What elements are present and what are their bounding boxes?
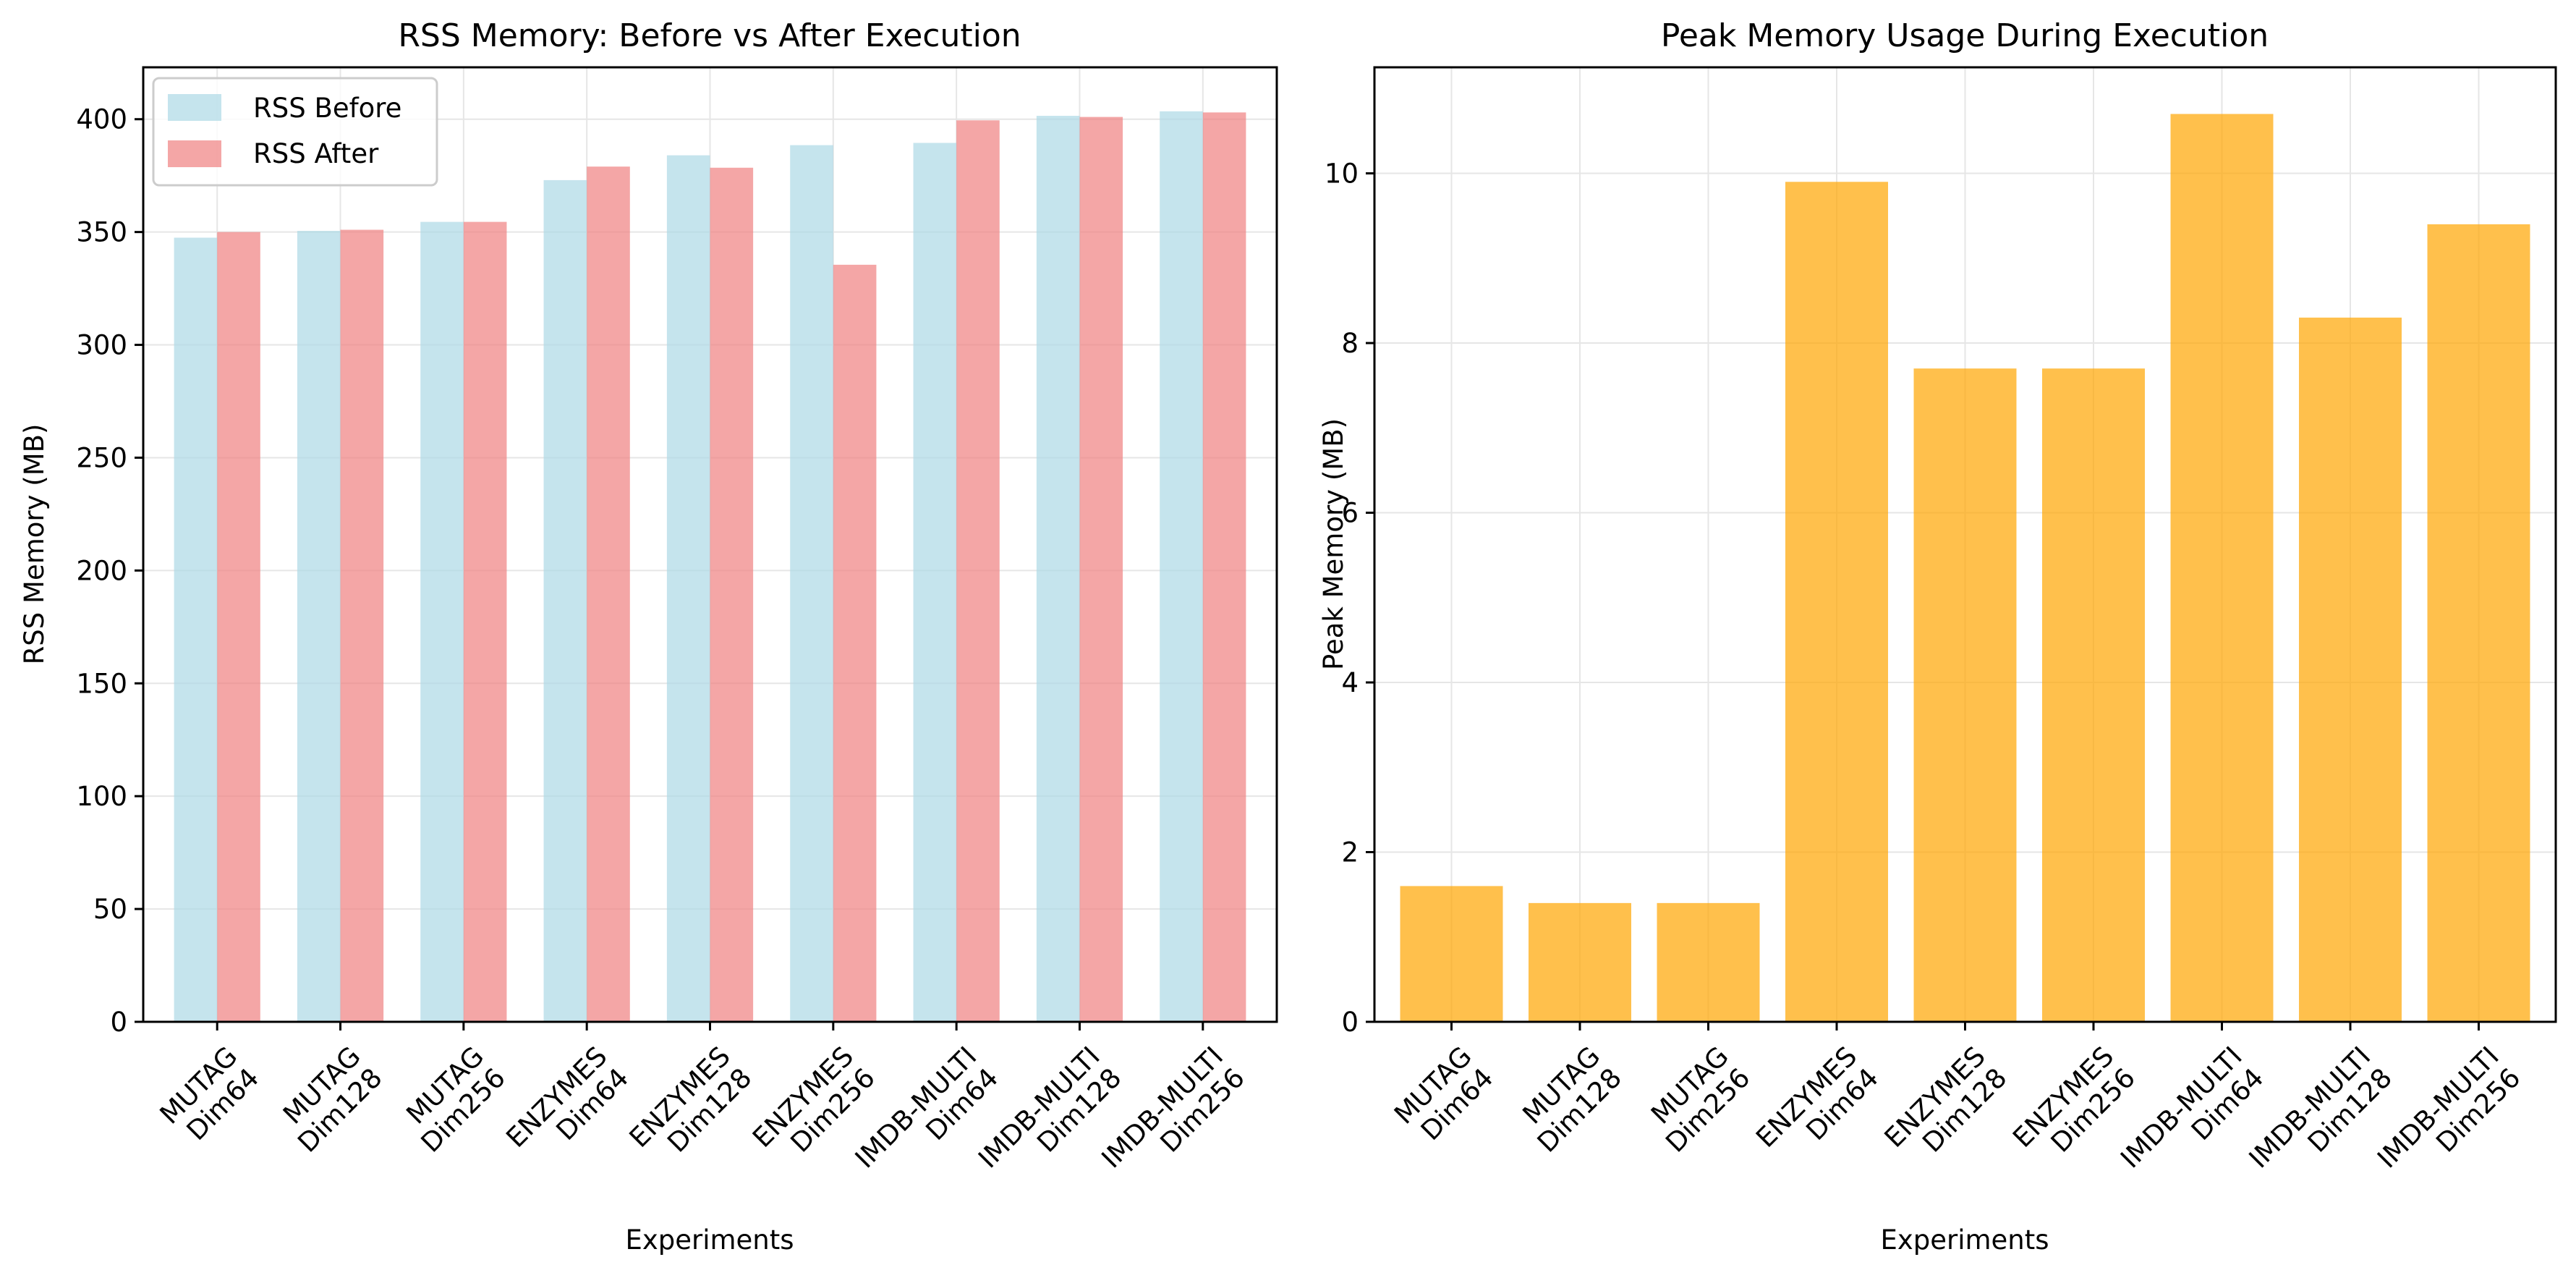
- peak-y-tick-label: 6: [1341, 498, 1359, 529]
- rss-y-axis-label: RSS Memory (MB): [19, 424, 50, 665]
- rss-y-tick-label: 400: [76, 104, 127, 135]
- rss-y-tick-label: 150: [76, 668, 127, 699]
- peak-y-tick-label: 4: [1341, 667, 1359, 698]
- rss-bar-rss-before-imdb-multi-dim256: [1160, 111, 1203, 1023]
- rss-y-tick-label: 300: [76, 330, 127, 361]
- rss-y-tick-label: 50: [93, 894, 127, 925]
- legend-label-rss-before: RSS Before: [253, 93, 401, 124]
- peak-y-axis-label: Peak Memory (MB): [1318, 418, 1349, 670]
- rss-bar-rss-before-imdb-multi-dim128: [1036, 116, 1080, 1022]
- rss-bar-rss-after-imdb-multi-dim128: [1079, 117, 1123, 1023]
- peak-bar-value-enzymes-dim64: [1785, 182, 1888, 1022]
- peak-x-axis-label: Experiments: [1880, 1224, 2049, 1256]
- rss-y-tick-label: 200: [76, 555, 127, 586]
- rss-bar-rss-after-enzymes-dim128: [710, 167, 754, 1023]
- rss-y-tick-label: 0: [110, 1007, 127, 1038]
- rss-bar-rss-before-enzymes-dim256: [790, 145, 833, 1023]
- peak-bar-value-enzymes-dim256: [2042, 368, 2145, 1022]
- rss-bar-rss-after-enzymes-dim256: [833, 264, 877, 1023]
- peak-y-tick-label: 8: [1341, 328, 1359, 359]
- rss-y-tick-label: 350: [76, 217, 127, 248]
- legend-swatch-rss-before: [168, 94, 221, 121]
- rss-bar-rss-after-imdb-multi-dim256: [1202, 112, 1246, 1023]
- rss-x-axis-label: Experiments: [625, 1224, 794, 1256]
- legend-label-rss-after: RSS After: [253, 138, 379, 169]
- peak-y-tick-label: 0: [1341, 1007, 1359, 1038]
- rss-legend: RSS Before RSS After: [152, 77, 438, 187]
- rss-bar-rss-after-mutag-dim128: [340, 229, 384, 1023]
- rss-bar-rss-after-mutag-dim64: [217, 232, 260, 1022]
- rss-bars: [174, 111, 1246, 1023]
- peak-bar-value-imdb-multi-dim64: [2170, 114, 2274, 1022]
- peak-bar-value-mutag-dim64: [1400, 886, 1503, 1022]
- rss-bar-rss-before-imdb-multi-dim64: [913, 143, 957, 1022]
- peak-bar-value-mutag-dim256: [1657, 902, 1760, 1022]
- peak-bar-value-enzymes-dim128: [1913, 368, 2017, 1022]
- peak-y-tick-label: 10: [1325, 158, 1359, 190]
- legend-frame: [152, 77, 438, 187]
- peak-bar-value-imdb-multi-dim128: [2299, 317, 2402, 1023]
- peak-bar-value-imdb-multi-dim256: [2427, 224, 2530, 1022]
- rss-bar-rss-after-enzymes-dim64: [587, 166, 630, 1023]
- rss-y-tick-label: 100: [76, 781, 127, 812]
- rss-bar-rss-after-imdb-multi-dim64: [956, 120, 1000, 1022]
- peak-chart-title: Peak Memory Usage During Execution: [1661, 17, 2269, 54]
- rss-y-tick-label: 250: [76, 442, 127, 473]
- peak-bar-value-mutag-dim128: [1529, 902, 1631, 1022]
- legend-swatch-rss-after: [168, 140, 221, 167]
- peak-y-tick-label: 2: [1341, 837, 1359, 868]
- rss-bar-rss-before-enzymes-dim128: [666, 155, 710, 1023]
- rss-bar-rss-before-mutag-dim256: [420, 221, 464, 1022]
- rss-bar-rss-before-mutag-dim64: [174, 237, 218, 1023]
- rss-bar-rss-before-enzymes-dim64: [543, 179, 587, 1023]
- rss-bar-rss-before-mutag-dim128: [297, 231, 341, 1023]
- rss-chart-title: RSS Memory: Before vs After Execution: [398, 17, 1021, 54]
- peak-bars: [1400, 114, 2530, 1023]
- rss-bar-rss-after-mutag-dim256: [463, 221, 507, 1022]
